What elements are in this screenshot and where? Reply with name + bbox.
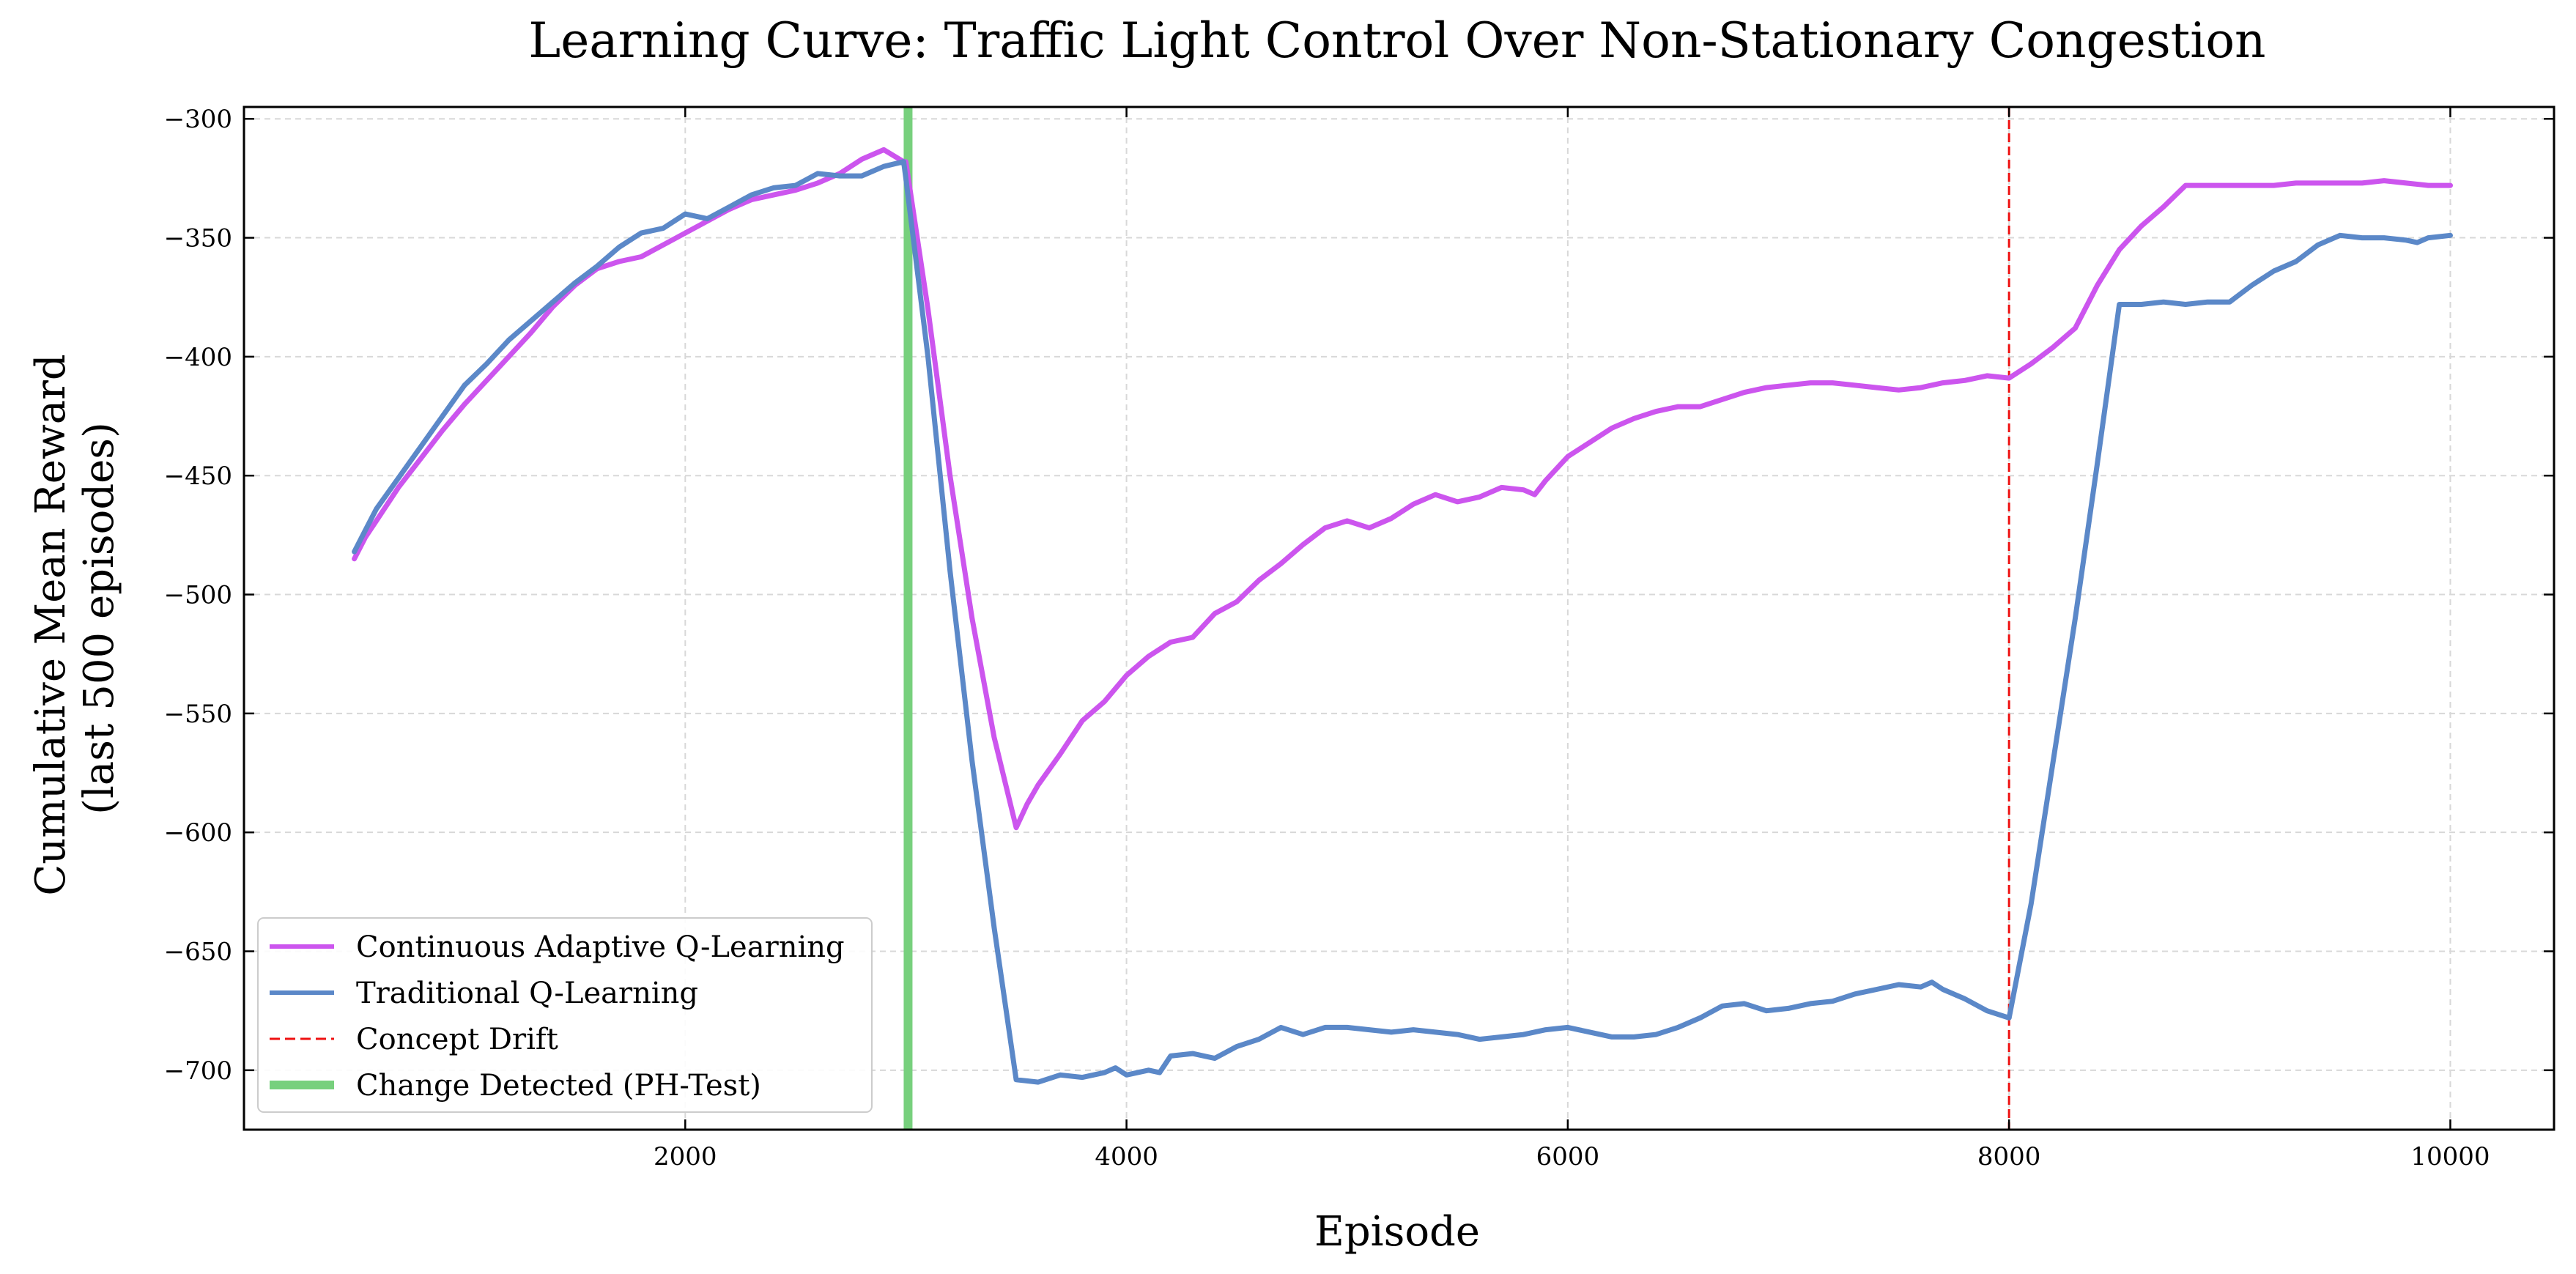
series-group bbox=[352, 147, 2453, 1085]
chart-title: Learning Curve: Traffic Light Control Ov… bbox=[528, 12, 2265, 69]
legend-label-concept-drift: Concept Drift bbox=[356, 1023, 558, 1056]
legend-label-adaptive: Continuous Adaptive Q-Learning bbox=[356, 930, 845, 964]
plot-frame bbox=[243, 105, 2555, 1131]
y-axis-label: Cumulative Mean Reward (last 500 episode… bbox=[27, 341, 123, 895]
x-tick-label: 4000 bbox=[1095, 1142, 1158, 1171]
legend: Continuous Adaptive Q-Learning Tradition… bbox=[257, 917, 873, 1113]
series-line-traditional bbox=[352, 159, 2453, 1085]
y-tick-label: −700 bbox=[164, 1056, 232, 1086]
legend-label-traditional: Traditional Q-Learning bbox=[356, 977, 698, 1010]
legend-label-change-detected: Change Detected (PH-Test) bbox=[356, 1069, 761, 1103]
y-tick-label: −450 bbox=[164, 462, 232, 491]
y-axis-label-line-2: (last 500 episodes) bbox=[75, 422, 123, 815]
x-tick-label: 8000 bbox=[1977, 1142, 2041, 1171]
y-tick-label: −650 bbox=[164, 938, 232, 967]
x-axis-label: Episode bbox=[1314, 1208, 1480, 1256]
x-tick-label: 6000 bbox=[1536, 1142, 1600, 1171]
axis-ticks: 2000 4000 6000 8000 10000 −300 −350 −400 −450 −50… bbox=[164, 105, 2554, 1171]
y-tick-label: −500 bbox=[164, 581, 232, 610]
series-line-adaptive bbox=[352, 147, 2453, 831]
vertical-lines bbox=[903, 107, 2010, 1130]
y-tick-label: −300 bbox=[164, 105, 232, 134]
y-tick-label: −350 bbox=[164, 224, 232, 253]
x-tick-label: 2000 bbox=[654, 1142, 717, 1171]
legend-box bbox=[257, 917, 873, 1113]
y-axis-label-line-1: Cumulative Mean Reward bbox=[27, 354, 75, 895]
y-tick-label: −400 bbox=[164, 343, 232, 372]
y-tick-label: −600 bbox=[164, 818, 232, 848]
y-tick-label: −550 bbox=[164, 700, 232, 729]
x-tick-label: 10000 bbox=[2410, 1142, 2490, 1171]
